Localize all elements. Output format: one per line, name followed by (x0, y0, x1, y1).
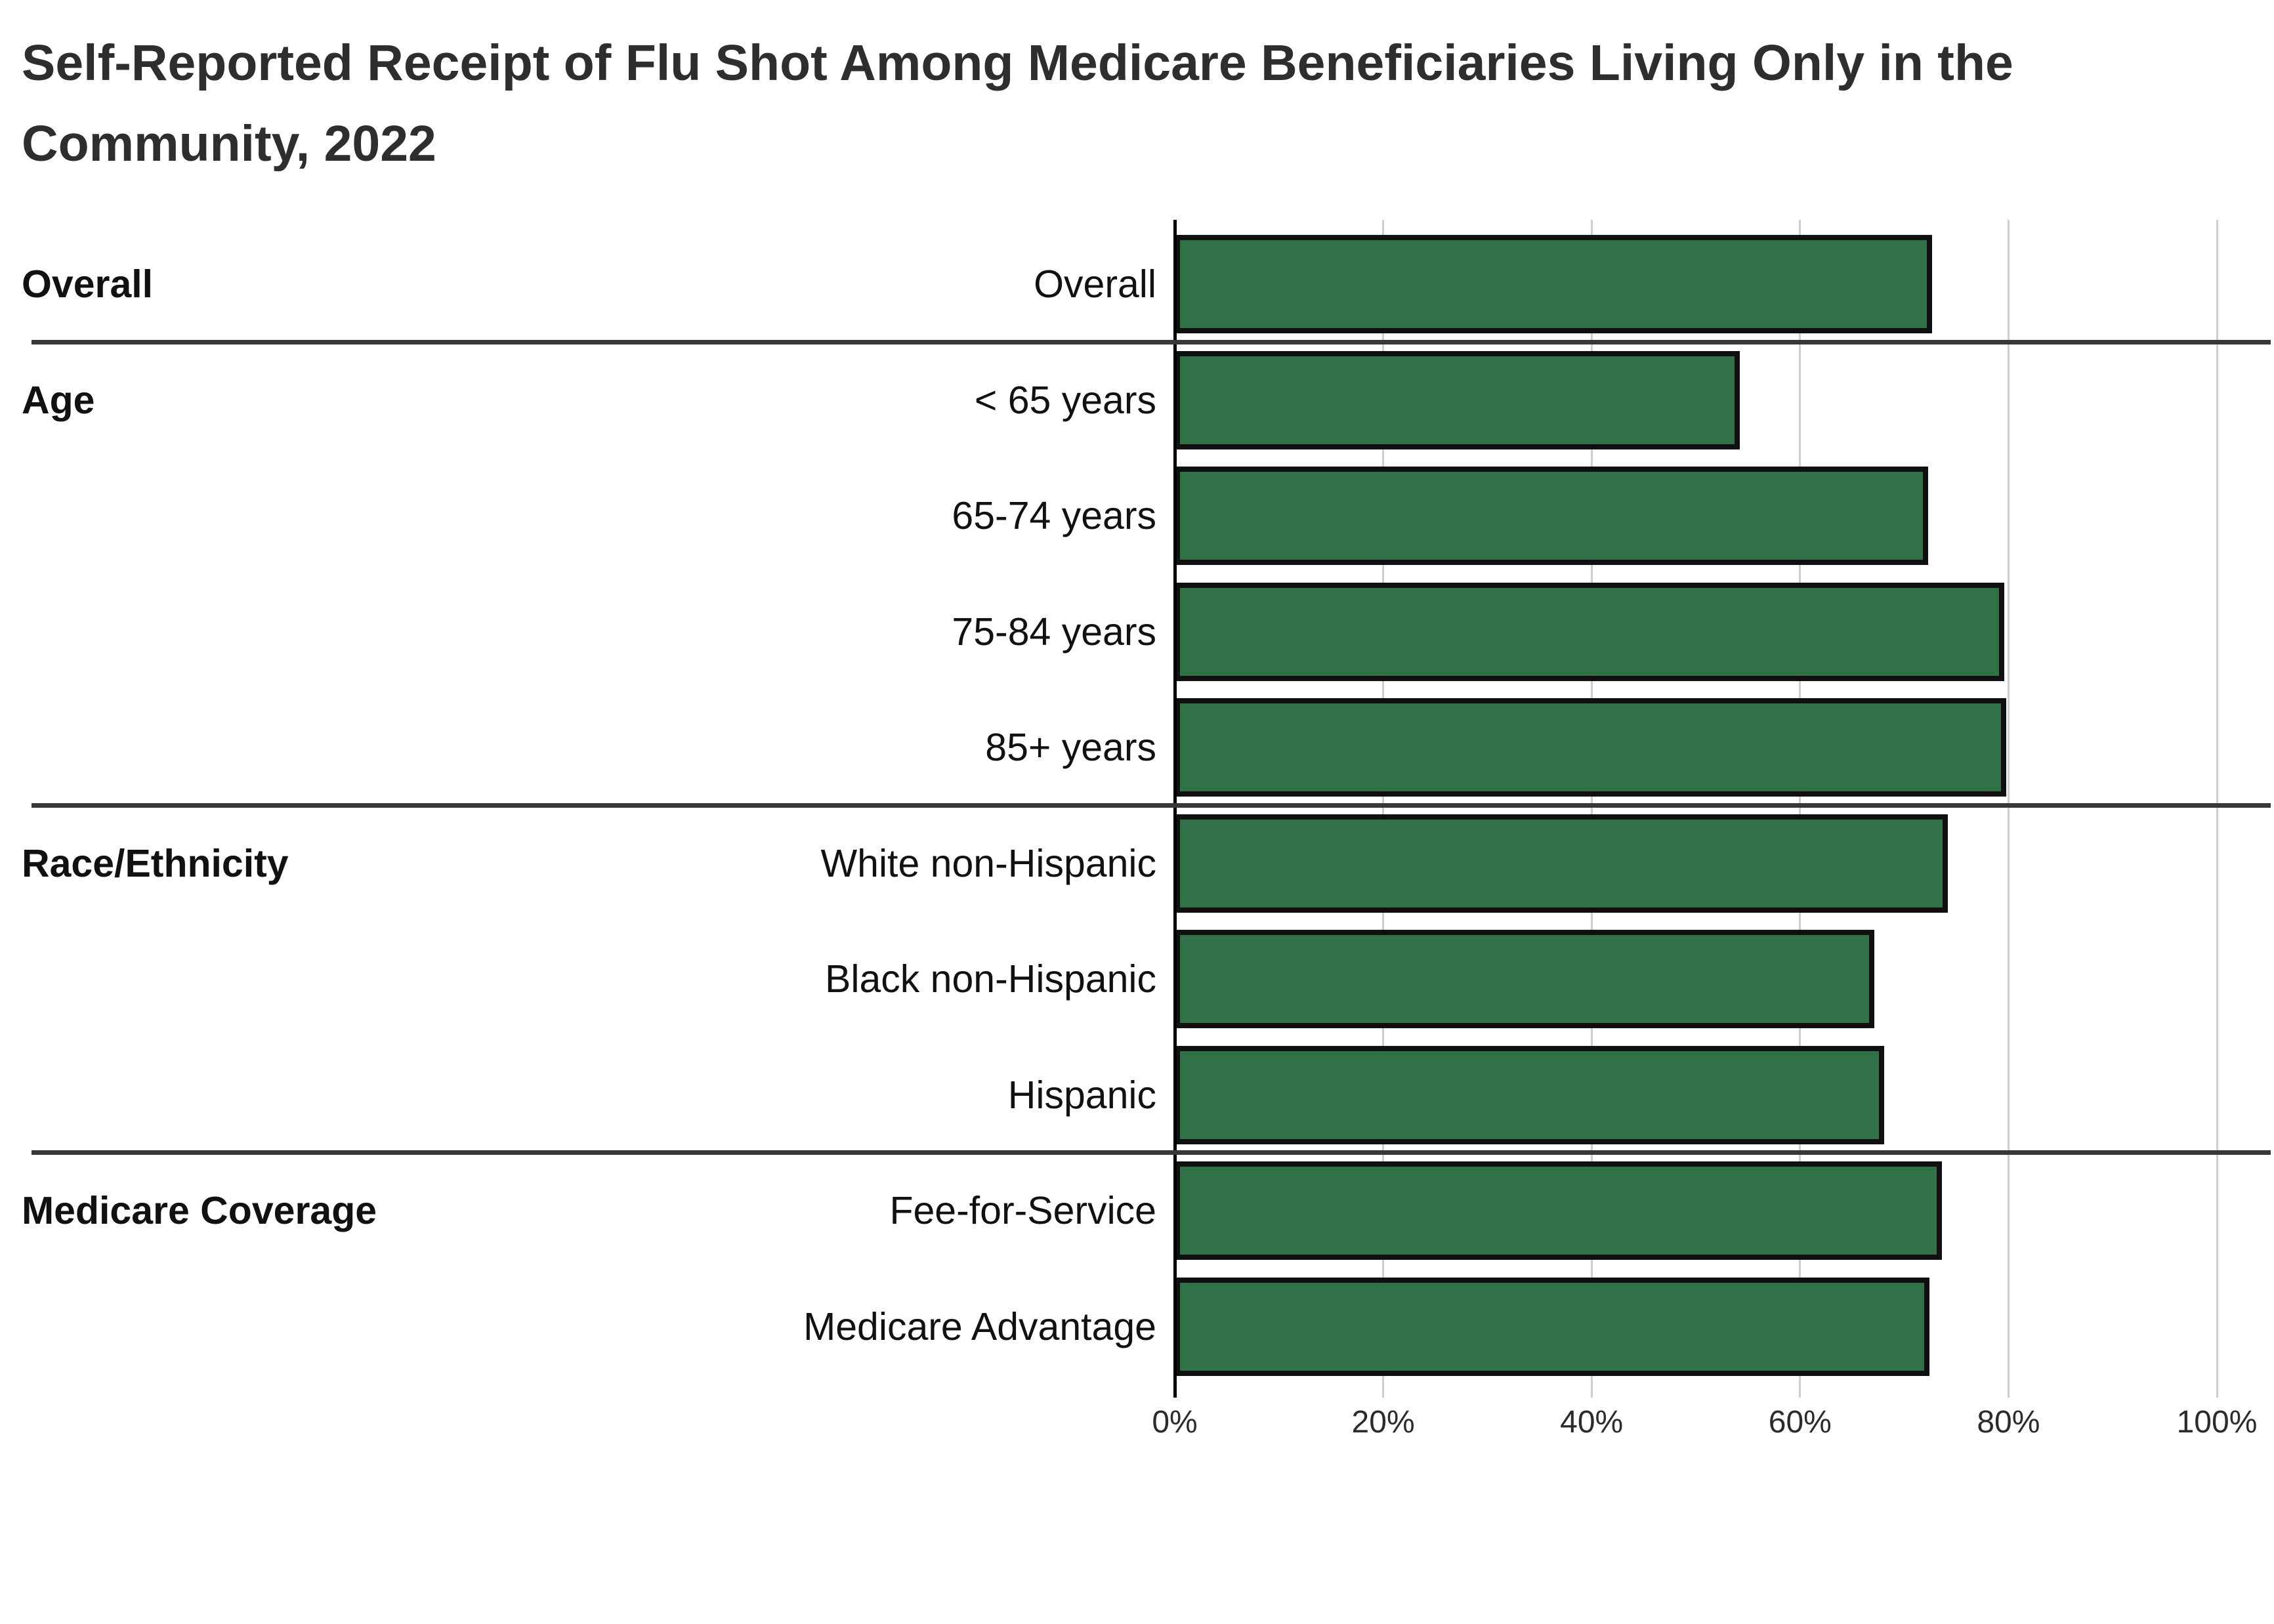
row-label: 85+ years (985, 726, 1156, 769)
bar (1175, 814, 1948, 913)
x-tick-label: 0% (1152, 1405, 1198, 1440)
bar (1175, 698, 2007, 797)
bar (1175, 1045, 1885, 1144)
x-tick-label: 80% (1977, 1405, 2040, 1440)
bar (1175, 582, 2005, 681)
bar (1175, 467, 1929, 565)
gridline (1590, 220, 1593, 1398)
bar (1175, 930, 1874, 1028)
group-label: Race/Ethnicity (22, 841, 289, 885)
section-divider (32, 802, 2271, 808)
chart-title-line1: Self-Reported Receipt of Flu Shot Among … (22, 35, 2013, 91)
gridline (1382, 220, 1385, 1398)
plot-area (1173, 220, 2218, 1398)
section-divider (32, 339, 2271, 344)
chart-title-line2: Community, 2022 (22, 115, 436, 173)
row-label: Medicare Advantage (803, 1304, 1156, 1348)
row-label: White non-Hispanic (820, 841, 1156, 885)
group-label: Overall (22, 262, 154, 306)
gridline (1799, 220, 1801, 1398)
section-divider (32, 1150, 2271, 1156)
x-tick-label: 60% (1768, 1405, 1832, 1440)
row-label: Black non-Hispanic (824, 957, 1156, 1001)
row-label: Hispanic (1007, 1073, 1156, 1117)
chart-title: Self-Reported Receipt of Flu Shot Among … (22, 23, 2246, 184)
x-axis-line (1173, 220, 1177, 1398)
row-label: 65-74 years (952, 494, 1156, 537)
x-tick-label: 100% (2176, 1405, 2258, 1440)
row-label: Overall (1034, 262, 1156, 306)
row-label: 75-84 years (952, 610, 1156, 654)
gridline (2216, 220, 2218, 1398)
gridline (2007, 220, 2010, 1398)
bar (1175, 350, 1740, 449)
bar (1175, 235, 1933, 333)
x-tick-label: 20% (1351, 1405, 1415, 1440)
row-label: Fee-for-Service (889, 1189, 1156, 1232)
bar (1175, 1277, 1929, 1376)
row-label: < 65 years (974, 378, 1156, 422)
bar (1175, 1161, 1942, 1260)
x-tick-label: 40% (1560, 1405, 1624, 1440)
group-label: Age (22, 378, 95, 422)
group-label: Medicare Coverage (22, 1189, 377, 1232)
